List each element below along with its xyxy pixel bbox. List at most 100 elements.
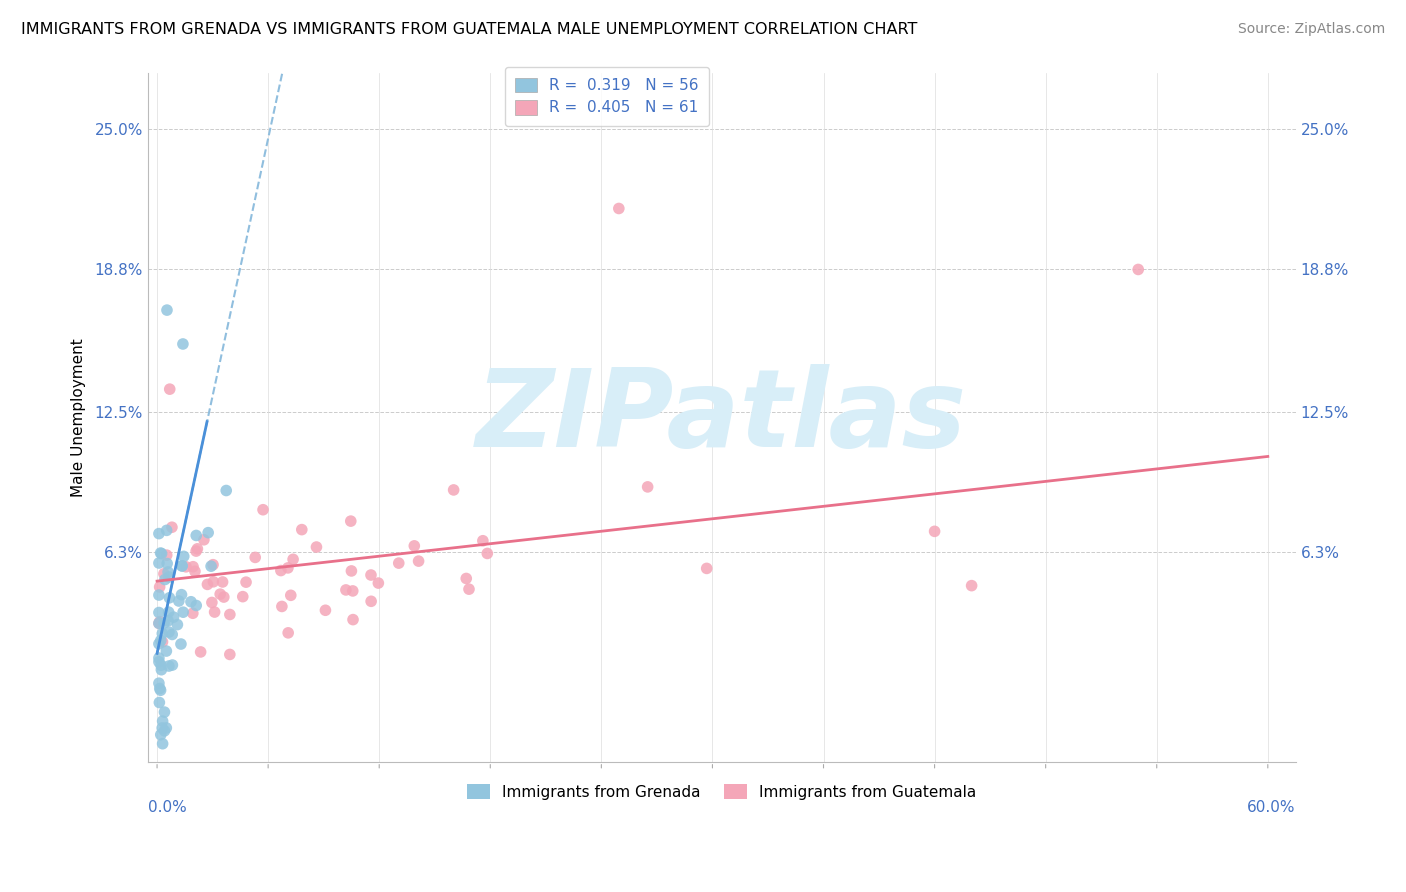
Point: [193, 533, 215, 547]
Point: [159, 382, 181, 396]
Point: [170, 588, 193, 602]
Point: [637, 480, 659, 494]
Point: [186, 541, 208, 556]
Point: [155, 644, 177, 658]
Point: [150, 626, 173, 640]
Point: [149, 683, 172, 698]
Point: [149, 681, 172, 696]
Point: [148, 556, 170, 570]
Point: [232, 590, 254, 604]
Point: [156, 548, 179, 562]
Point: [245, 550, 267, 565]
Point: [172, 558, 194, 573]
Point: [148, 606, 170, 620]
Point: [149, 728, 172, 742]
Point: [211, 574, 233, 589]
Point: [153, 566, 176, 581]
Point: [156, 524, 179, 538]
Point: [335, 582, 357, 597]
Point: [170, 637, 193, 651]
Point: [218, 607, 240, 622]
Point: [458, 582, 481, 596]
Point: [200, 559, 222, 574]
Point: [281, 552, 304, 566]
Point: [388, 556, 411, 570]
Point: [148, 651, 170, 665]
Point: [924, 524, 946, 539]
Point: [186, 599, 208, 613]
Text: 0.0%: 0.0%: [148, 799, 187, 814]
Point: [201, 595, 224, 609]
Point: [408, 554, 430, 568]
Point: [172, 605, 194, 619]
Point: [181, 559, 204, 574]
Point: [404, 539, 426, 553]
Point: [342, 613, 364, 627]
Point: [607, 202, 630, 216]
Y-axis label: Male Unemployment: Male Unemployment: [72, 338, 86, 497]
Point: [160, 627, 183, 641]
Point: [157, 565, 180, 579]
Point: [153, 573, 176, 587]
Point: [150, 721, 173, 735]
Point: [150, 663, 173, 677]
Point: [148, 588, 170, 602]
Point: [148, 676, 170, 690]
Point: [960, 579, 983, 593]
Point: [186, 528, 208, 542]
Point: [197, 525, 219, 540]
Point: [153, 723, 176, 738]
Point: [172, 337, 194, 351]
Point: [270, 599, 292, 614]
Point: [280, 588, 302, 602]
Point: [157, 614, 180, 628]
Point: [156, 557, 179, 571]
Point: [184, 564, 207, 578]
Point: [305, 540, 328, 554]
Point: [157, 625, 180, 640]
Point: [149, 633, 172, 648]
Point: [162, 610, 184, 624]
Point: [149, 580, 172, 594]
Point: [471, 533, 494, 548]
Point: [197, 577, 219, 591]
Point: [340, 564, 363, 578]
Point: [148, 616, 170, 631]
Point: [218, 648, 240, 662]
Point: [170, 558, 193, 573]
Point: [339, 514, 361, 528]
Point: [152, 714, 174, 728]
Point: [149, 546, 172, 560]
Point: [167, 594, 190, 608]
Point: [149, 615, 172, 629]
Point: [252, 502, 274, 516]
Point: [209, 587, 232, 601]
Point: [157, 659, 180, 673]
Point: [156, 303, 179, 318]
Point: [162, 658, 184, 673]
Point: [148, 616, 170, 631]
Point: [367, 576, 389, 591]
Point: [235, 575, 257, 590]
Point: [202, 558, 225, 572]
Point: [190, 645, 212, 659]
Point: [153, 705, 176, 719]
Point: [152, 737, 174, 751]
Point: [152, 635, 174, 649]
Point: [1128, 262, 1150, 277]
Point: [174, 559, 197, 574]
Point: [181, 607, 204, 621]
Point: [155, 721, 177, 735]
Point: [314, 603, 336, 617]
Point: [342, 583, 364, 598]
Point: [180, 595, 202, 609]
Point: [157, 570, 180, 584]
Point: [148, 655, 170, 669]
Point: [202, 574, 225, 589]
Point: [696, 561, 718, 575]
Text: IMMIGRANTS FROM GRENADA VS IMMIGRANTS FROM GUATEMALA MALE UNEMPLOYMENT CORRELATI: IMMIGRANTS FROM GRENADA VS IMMIGRANTS FR…: [21, 22, 918, 37]
Point: [148, 526, 170, 541]
Point: [270, 564, 292, 578]
Point: [157, 591, 180, 605]
Point: [150, 547, 173, 561]
